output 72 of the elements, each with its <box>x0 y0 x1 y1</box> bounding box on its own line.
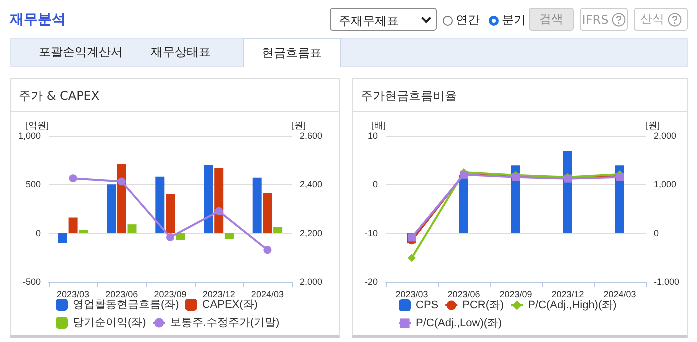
x-tick-label: 2023/03 <box>57 290 90 300</box>
y-tick-label: -20 <box>364 277 378 287</box>
legend-label: 보통주.수정주가(기말) <box>170 317 280 329</box>
bar <box>204 165 214 234</box>
point <box>166 233 174 242</box>
legend-label: P/C(Adj.,High)(좌) <box>528 300 617 312</box>
text: 주재무제표 <box>330 8 437 31</box>
x-tick-label: 2023/06 <box>106 290 138 300</box>
y-tick-label: -500 <box>22 277 41 287</box>
x-tick-label: 2023/06 <box>448 290 480 300</box>
y2-tick-label: 2,000 <box>300 277 323 287</box>
text: 연간 <box>455 12 480 29</box>
y-tick-label: 0 <box>36 228 41 238</box>
x-tick-label: 2023/09 <box>154 290 187 300</box>
point <box>215 207 224 216</box>
text: 검색 <box>529 8 574 31</box>
bar <box>117 164 126 234</box>
x-tick-label: 2023/12 <box>202 290 236 300</box>
y2-tick-label: 2,600 <box>300 131 323 141</box>
x-tick-label: 2023/12 <box>552 290 584 300</box>
legend-label: PCR(좌) <box>462 300 504 312</box>
y2-tick-label: 0 <box>654 228 660 238</box>
bar <box>252 178 262 234</box>
y2-axis-title: [원] <box>292 120 306 130</box>
bar <box>58 233 68 244</box>
text: 산식 <box>634 8 688 31</box>
y-axis-title: [억원] <box>26 120 49 130</box>
bar <box>274 227 283 234</box>
y2-tick-label: 2,400 <box>300 180 323 190</box>
point <box>408 254 416 262</box>
bar <box>79 230 88 234</box>
y-tick-label: 500 <box>26 180 41 190</box>
text: 재무상태표 <box>150 44 212 61</box>
bar <box>128 224 137 234</box>
bar <box>166 194 175 234</box>
bar <box>176 233 186 240</box>
y2-axis-title: [원] <box>646 120 660 130</box>
legend-label: 당기순이익(좌) <box>73 317 146 329</box>
chart-title: 주가현금흐름비율 <box>361 88 457 105</box>
y-axis-title: [배] <box>372 120 386 130</box>
y2-tick-label: -1,000 <box>654 277 680 287</box>
x-tick-label: 2023/09 <box>500 290 532 300</box>
point <box>69 174 78 183</box>
text: 현금흐름표 <box>243 38 341 67</box>
text: IFRS <box>580 8 628 31</box>
bar <box>107 184 116 234</box>
chart-title: 주가 & CAPEX <box>19 88 100 105</box>
bar <box>224 233 234 240</box>
bar <box>460 175 468 234</box>
text: 포괄손익계산서 <box>38 44 124 61</box>
text: 재무분석 <box>10 11 66 29</box>
legend-label: P/C(Adj.,Low)(좌) <box>416 318 502 330</box>
y-tick-label: 0 <box>372 180 378 190</box>
legend-label: CAPEX(좌) <box>202 299 258 311</box>
bar <box>68 218 78 234</box>
bar <box>263 193 272 234</box>
x-tick-label: 2023/03 <box>396 290 428 300</box>
legend-label: CPS <box>416 300 439 312</box>
y-tick-label: 1,000 <box>18 131 41 141</box>
y2-tick-label: 1,000 <box>654 180 677 190</box>
point <box>264 246 272 254</box>
bar <box>156 176 165 234</box>
bar <box>214 168 224 234</box>
legend-label: 영업활동현금흐름(좌) <box>73 299 180 311</box>
x-tick-label: 2024/03 <box>604 290 636 300</box>
y2-tick-label: 2,000 <box>654 131 677 141</box>
y-tick-label: 10 <box>368 131 378 141</box>
x-tick-label: 2024/03 <box>251 290 284 300</box>
point <box>118 178 126 186</box>
y-tick-label: -10 <box>364 228 378 238</box>
text: 분기 <box>501 12 526 29</box>
y2-tick-label: 2,200 <box>300 228 323 238</box>
